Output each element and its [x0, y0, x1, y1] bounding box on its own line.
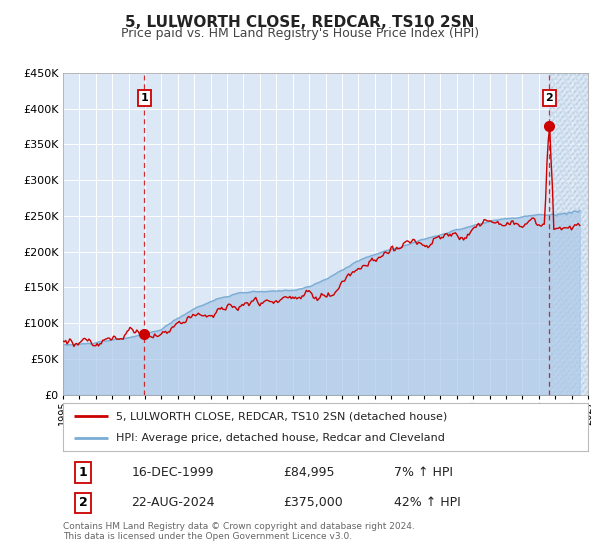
Text: £84,995: £84,995	[284, 466, 335, 479]
Text: 16-DEC-1999: 16-DEC-1999	[131, 466, 214, 479]
Text: Price paid vs. HM Land Registry's House Price Index (HPI): Price paid vs. HM Land Registry's House …	[121, 27, 479, 40]
Text: 5, LULWORTH CLOSE, REDCAR, TS10 2SN: 5, LULWORTH CLOSE, REDCAR, TS10 2SN	[125, 15, 475, 30]
Bar	[549, 73, 588, 395]
Text: 42% ↑ HPI: 42% ↑ HPI	[394, 496, 461, 510]
Text: HPI: Average price, detached house, Redcar and Cleveland: HPI: Average price, detached house, Redc…	[115, 433, 445, 443]
Bar	[549, 73, 588, 395]
Text: Contains HM Land Registry data © Crown copyright and database right 2024.
This d: Contains HM Land Registry data © Crown c…	[63, 522, 415, 542]
Text: 2: 2	[545, 93, 553, 103]
Text: 7% ↑ HPI: 7% ↑ HPI	[394, 466, 453, 479]
Text: £375,000: £375,000	[284, 496, 343, 510]
Text: 1: 1	[79, 466, 88, 479]
Text: 22-AUG-2024: 22-AUG-2024	[131, 496, 215, 510]
Text: 1: 1	[140, 93, 148, 103]
Text: 5, LULWORTH CLOSE, REDCAR, TS10 2SN (detached house): 5, LULWORTH CLOSE, REDCAR, TS10 2SN (det…	[115, 411, 447, 421]
Text: 2: 2	[79, 496, 88, 510]
